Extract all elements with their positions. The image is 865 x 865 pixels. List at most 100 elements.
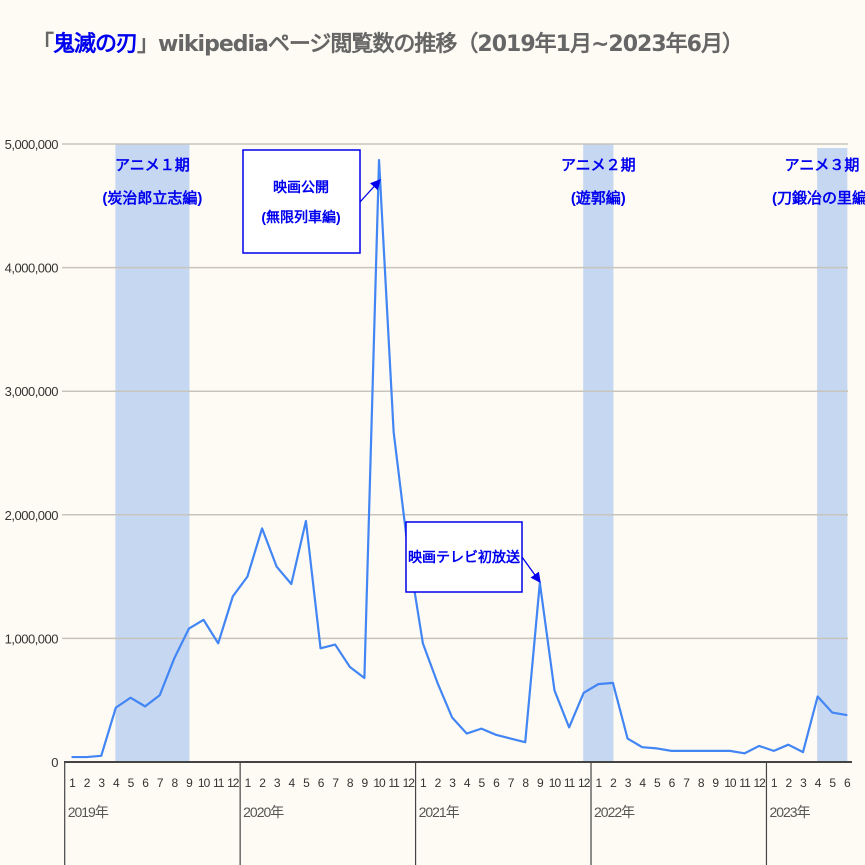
annotation-movie-line2: (無限列車編) bbox=[261, 209, 340, 225]
data-point bbox=[524, 741, 527, 744]
annotation-arrow bbox=[359, 179, 381, 203]
period-sublabel: (遊郭編) bbox=[571, 189, 626, 207]
month-label: 7 bbox=[508, 776, 515, 790]
month-label: 5 bbox=[479, 776, 486, 790]
month-label: 9 bbox=[186, 776, 193, 790]
y-tick-label: 3,000,000 bbox=[5, 384, 59, 399]
data-point bbox=[772, 750, 775, 752]
month-label: 7 bbox=[157, 776, 164, 790]
data-point bbox=[188, 627, 190, 630]
month-label: 12 bbox=[227, 776, 240, 790]
month-label: 3 bbox=[625, 776, 632, 790]
data-point bbox=[319, 647, 322, 650]
month-label: 2 bbox=[786, 776, 793, 790]
data-point bbox=[173, 657, 176, 659]
data-point bbox=[846, 714, 848, 716]
year-label: 2019年 bbox=[68, 804, 109, 820]
data-point bbox=[392, 431, 395, 433]
shaded-period-band bbox=[817, 148, 848, 762]
data-point bbox=[217, 642, 219, 645]
month-label: 12 bbox=[753, 776, 766, 790]
month-label: 6 bbox=[318, 776, 325, 790]
month-label: 5 bbox=[829, 776, 836, 790]
y-tick-label: 5,000,000 bbox=[5, 137, 59, 152]
month-label: 2 bbox=[84, 776, 91, 790]
annotation-box-tv bbox=[405, 521, 523, 593]
month-label: 1 bbox=[420, 776, 427, 790]
y-tick-label: 0 bbox=[51, 755, 58, 770]
data-point bbox=[85, 756, 88, 758]
data-point bbox=[612, 682, 614, 684]
data-point bbox=[597, 683, 600, 685]
period-label: アニメ２期 bbox=[561, 156, 636, 174]
month-label: 6 bbox=[142, 776, 149, 790]
annotation-tv-line1: 映画テレビ初放送 bbox=[408, 549, 521, 565]
data-point bbox=[758, 745, 760, 747]
month-label: 4 bbox=[288, 776, 295, 790]
month-label: 9 bbox=[712, 776, 719, 790]
title-highlight: 鬼滅の刃 bbox=[53, 32, 138, 57]
month-label: 10 bbox=[724, 776, 737, 790]
month-label: 10 bbox=[198, 776, 211, 790]
month-label: 8 bbox=[698, 776, 705, 790]
y-tick-label: 2,000,000 bbox=[5, 508, 59, 523]
month-label: 3 bbox=[800, 776, 807, 790]
data-point bbox=[202, 619, 205, 621]
data-point bbox=[275, 565, 278, 568]
month-label: 8 bbox=[171, 776, 178, 790]
period-label: アニメ１期 bbox=[115, 156, 190, 174]
data-point bbox=[582, 691, 585, 694]
data-point bbox=[670, 750, 673, 752]
data-point bbox=[363, 677, 366, 679]
data-point bbox=[729, 750, 731, 752]
data-point bbox=[378, 159, 380, 161]
month-label: 11 bbox=[564, 776, 576, 790]
annotation-movie-line1: 映画公開 bbox=[273, 179, 329, 195]
y-tick-label: 4,000,000 bbox=[5, 261, 59, 276]
year-label: 2021年 bbox=[419, 804, 460, 820]
month-label: 12 bbox=[578, 776, 591, 790]
period-label: アニメ３期 bbox=[785, 156, 860, 174]
month-label: 12 bbox=[403, 776, 416, 790]
month-label: 5 bbox=[303, 776, 310, 790]
data-point bbox=[787, 743, 790, 746]
month-label: 6 bbox=[844, 776, 851, 790]
month-label: 11 bbox=[739, 776, 751, 790]
chart-title: 「鬼滅の刃」wikipediaページ閲覧数の推移（2019年1月~2023年6月… bbox=[32, 26, 744, 58]
month-label: 2 bbox=[610, 776, 617, 790]
data-point bbox=[568, 726, 570, 729]
data-point bbox=[305, 520, 307, 522]
y-tick-label: 1,000,000 bbox=[5, 631, 59, 646]
data-point bbox=[115, 706, 117, 709]
year-label: 2023年 bbox=[769, 804, 810, 820]
month-label: 6 bbox=[493, 776, 500, 790]
data-point bbox=[641, 746, 643, 748]
data-point bbox=[465, 732, 468, 735]
period-sublabel: (炭治郎立志編) bbox=[102, 189, 202, 207]
month-label: 9 bbox=[537, 776, 544, 790]
annotation-arrow bbox=[521, 556, 541, 584]
data-point bbox=[626, 737, 629, 740]
data-point bbox=[495, 734, 497, 736]
month-label: 10 bbox=[549, 776, 562, 790]
data-point bbox=[743, 752, 746, 755]
data-point bbox=[656, 747, 658, 750]
month-label: 5 bbox=[128, 776, 135, 790]
data-point bbox=[348, 666, 351, 668]
month-label: 1 bbox=[245, 776, 252, 790]
data-point bbox=[509, 737, 512, 740]
data-point bbox=[480, 727, 483, 730]
month-label: 7 bbox=[683, 776, 690, 790]
data-point bbox=[539, 581, 541, 584]
shaded-period-band bbox=[583, 144, 614, 762]
month-label: 11 bbox=[388, 776, 400, 790]
annotation-box-movie bbox=[242, 149, 361, 254]
month-label: 11 bbox=[213, 776, 225, 790]
month-label: 9 bbox=[362, 776, 369, 790]
month-label: 4 bbox=[464, 776, 471, 790]
month-label: 8 bbox=[347, 776, 354, 790]
data-point bbox=[699, 750, 702, 752]
data-point bbox=[290, 583, 293, 585]
period-sublabel: (刀鍛冶の里編) bbox=[772, 189, 865, 207]
